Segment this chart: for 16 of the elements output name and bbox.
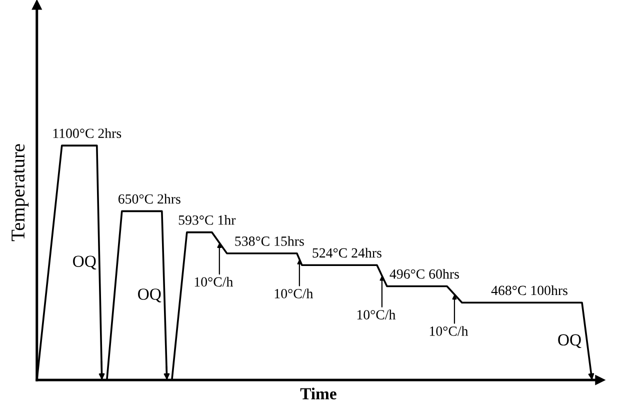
text: 1100°C 2hrs <box>53 128 122 138</box>
annotation: 538°C 15hrs <box>235 236 304 246</box>
annotation: 593°C 1hr <box>178 215 236 225</box>
annotation: 496°C 60hrs <box>390 268 459 279</box>
annotation: OQ <box>138 288 162 302</box>
annotation: 10°C/h <box>357 310 396 320</box>
x-axis-title: Time <box>300 388 336 400</box>
annotation: 468°C 100hrs <box>491 285 568 296</box>
annotation: 10°C/h <box>274 288 314 298</box>
annotation: 524°C 24hrs <box>312 248 382 258</box>
annotation: OQ <box>73 256 96 270</box>
annotation: OQ <box>558 334 582 348</box>
y-axis-title: Temperature <box>12 144 29 242</box>
annotation: 10°C/h <box>194 276 233 287</box>
annotation: 10°C/h <box>430 326 468 336</box>
annotation: 650°C 2hrs <box>118 194 180 204</box>
